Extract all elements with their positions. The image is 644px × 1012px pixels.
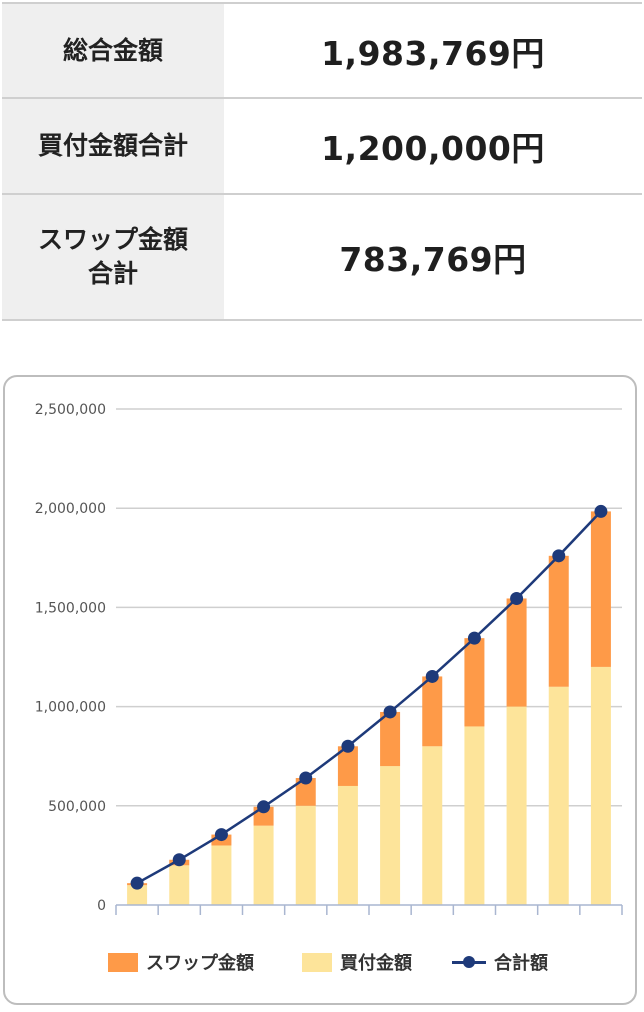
summary-row-purchase: 買付金額合計 1,200,000円 (2, 97, 642, 194)
swap-total-label: スワップ金額 合計 (2, 193, 224, 321)
bar-buy[interactable] (169, 865, 190, 905)
total-point[interactable] (383, 705, 397, 719)
bar-swap[interactable] (590, 511, 611, 667)
bar-swap[interactable] (422, 676, 443, 747)
total-amount-label: 総合金額 (2, 2, 224, 98)
total-point[interactable] (130, 876, 144, 890)
total-point[interactable] (510, 591, 524, 605)
bar-buy[interactable] (548, 686, 569, 905)
total-point[interactable] (172, 853, 186, 867)
total-point[interactable] (552, 549, 566, 563)
bar-swap[interactable] (337, 746, 358, 786)
legend-swatch-total (452, 952, 486, 972)
y-tick-label: 0 (97, 898, 106, 914)
bar-buy[interactable] (211, 845, 232, 905)
bar-buy[interactable] (337, 785, 358, 905)
legend-item-swap[interactable]: スワップ金額 (108, 949, 254, 975)
total-point[interactable] (341, 739, 355, 753)
bar-buy[interactable] (506, 706, 527, 905)
legend-label-total: 合計額 (494, 953, 548, 974)
swap-total-label-line1: スワップ金額 (37, 225, 188, 254)
purchase-total-label: 買付金額合計 (2, 97, 224, 194)
purchase-total-value: 1,200,000円 (224, 97, 642, 194)
legend-swatch-swap (108, 952, 138, 972)
bar-swap[interactable] (548, 555, 569, 687)
grid-lines (116, 408, 622, 807)
swap-total-label-line2: 合計 (87, 259, 138, 288)
summary-table: 総合金額 1,983,769円 買付金額合計 1,200,000円 スワップ金額… (2, 2, 642, 321)
total-point[interactable] (214, 828, 228, 842)
y-tick-label: 2,500,000 (35, 402, 106, 418)
total-point[interactable] (594, 504, 608, 518)
y-tick-label: 1,000,000 (35, 700, 106, 716)
legend-item-buy[interactable]: 買付金額 (302, 949, 412, 975)
total-amount-value: 1,983,769円 (224, 2, 642, 98)
y-tick-label: 500,000 (48, 799, 106, 815)
legend-label-swap: スワップ金額 (146, 953, 254, 974)
bars (127, 511, 611, 905)
bar-buy[interactable] (253, 825, 274, 905)
chart-panel (3, 375, 637, 1005)
summary-row-total: 総合金額 1,983,769円 (2, 2, 642, 98)
legend-item-total[interactable]: 合計額 (452, 949, 548, 975)
total-line-path (136, 510, 602, 885)
bar-buy[interactable] (295, 805, 316, 905)
bar-swap[interactable] (506, 598, 527, 707)
bar-buy[interactable] (127, 885, 148, 905)
x-axis (115, 904, 623, 915)
total-point[interactable] (299, 771, 313, 785)
legend-label-buy: 買付金額 (340, 953, 412, 974)
total-point[interactable] (257, 800, 271, 814)
summary-row-swap: スワップ金額 合計 783,769円 (2, 193, 642, 321)
y-tick-label: 2,000,000 (35, 501, 106, 517)
total-point[interactable] (467, 631, 481, 645)
y-axis-tick-labels: 0 500,000 1,000,000 1,500,000 2,000,000 2,500… (35, 402, 106, 914)
total-line (130, 504, 608, 890)
bar-swap[interactable] (295, 778, 316, 806)
bar-buy[interactable] (422, 746, 443, 905)
bar-swap[interactable] (380, 711, 401, 767)
bar-swap[interactable] (464, 638, 485, 727)
bar-buy[interactable] (464, 726, 485, 905)
swap-total-value: 783,769円 (224, 193, 642, 321)
bar-buy[interactable] (380, 766, 401, 905)
bar-buy[interactable] (590, 666, 611, 905)
total-point[interactable] (425, 669, 439, 683)
y-tick-label: 1,500,000 (35, 600, 106, 616)
legend-swatch-buy (302, 952, 332, 972)
